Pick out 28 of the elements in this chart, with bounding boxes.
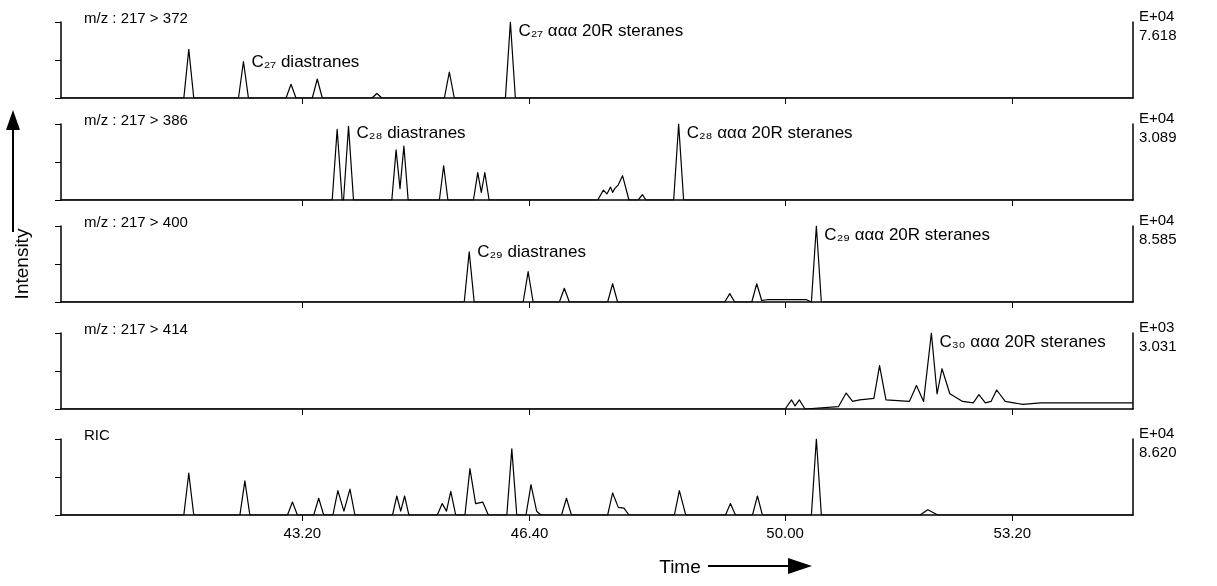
x-tick-label: 50.00 xyxy=(766,524,804,541)
annotation: C₂₈ ααα 20R steranes xyxy=(686,122,853,142)
text: 3.031 xyxy=(1139,337,1177,354)
text: 8.620 xyxy=(1139,443,1177,460)
text: E+04 xyxy=(1139,424,1175,441)
annotation: C₃₀ ααα 20R steranes xyxy=(939,331,1106,351)
x-tick-label: 53.20 xyxy=(993,524,1032,541)
chart-title: m/z : 217 > 414 xyxy=(84,320,188,337)
annotation: C₂₇ ααα 20R steranes xyxy=(518,20,684,40)
chart-title: m/z : 217 > 372 xyxy=(84,9,188,26)
x-axis-title: Time xyxy=(659,556,701,577)
x-tick-label: 46.40 xyxy=(510,524,549,541)
annotation: C₂₇ diastranes xyxy=(251,52,360,72)
annotation: C₂₉ ααα 20R steranes xyxy=(824,224,991,244)
annotation: C₂₈ diastranes xyxy=(356,122,466,142)
chart-title: m/z : 217 > 400 xyxy=(84,213,188,230)
text: 7.618 xyxy=(1139,26,1177,43)
text: E+04 xyxy=(1139,211,1175,228)
annotation: C₂₉ diastranes xyxy=(477,242,586,262)
chart-title: RIC xyxy=(84,426,110,443)
text: E+04 xyxy=(1139,109,1175,126)
text: E+03 xyxy=(1139,318,1175,335)
text: 3.089 xyxy=(1139,128,1177,145)
chart-title: m/z : 217 > 386 xyxy=(84,111,188,128)
text: E+04 xyxy=(1139,7,1175,24)
text: 8.585 xyxy=(1139,230,1177,247)
y-axis-title: Intensity xyxy=(11,228,32,300)
x-tick-label: 43.20 xyxy=(283,524,322,541)
